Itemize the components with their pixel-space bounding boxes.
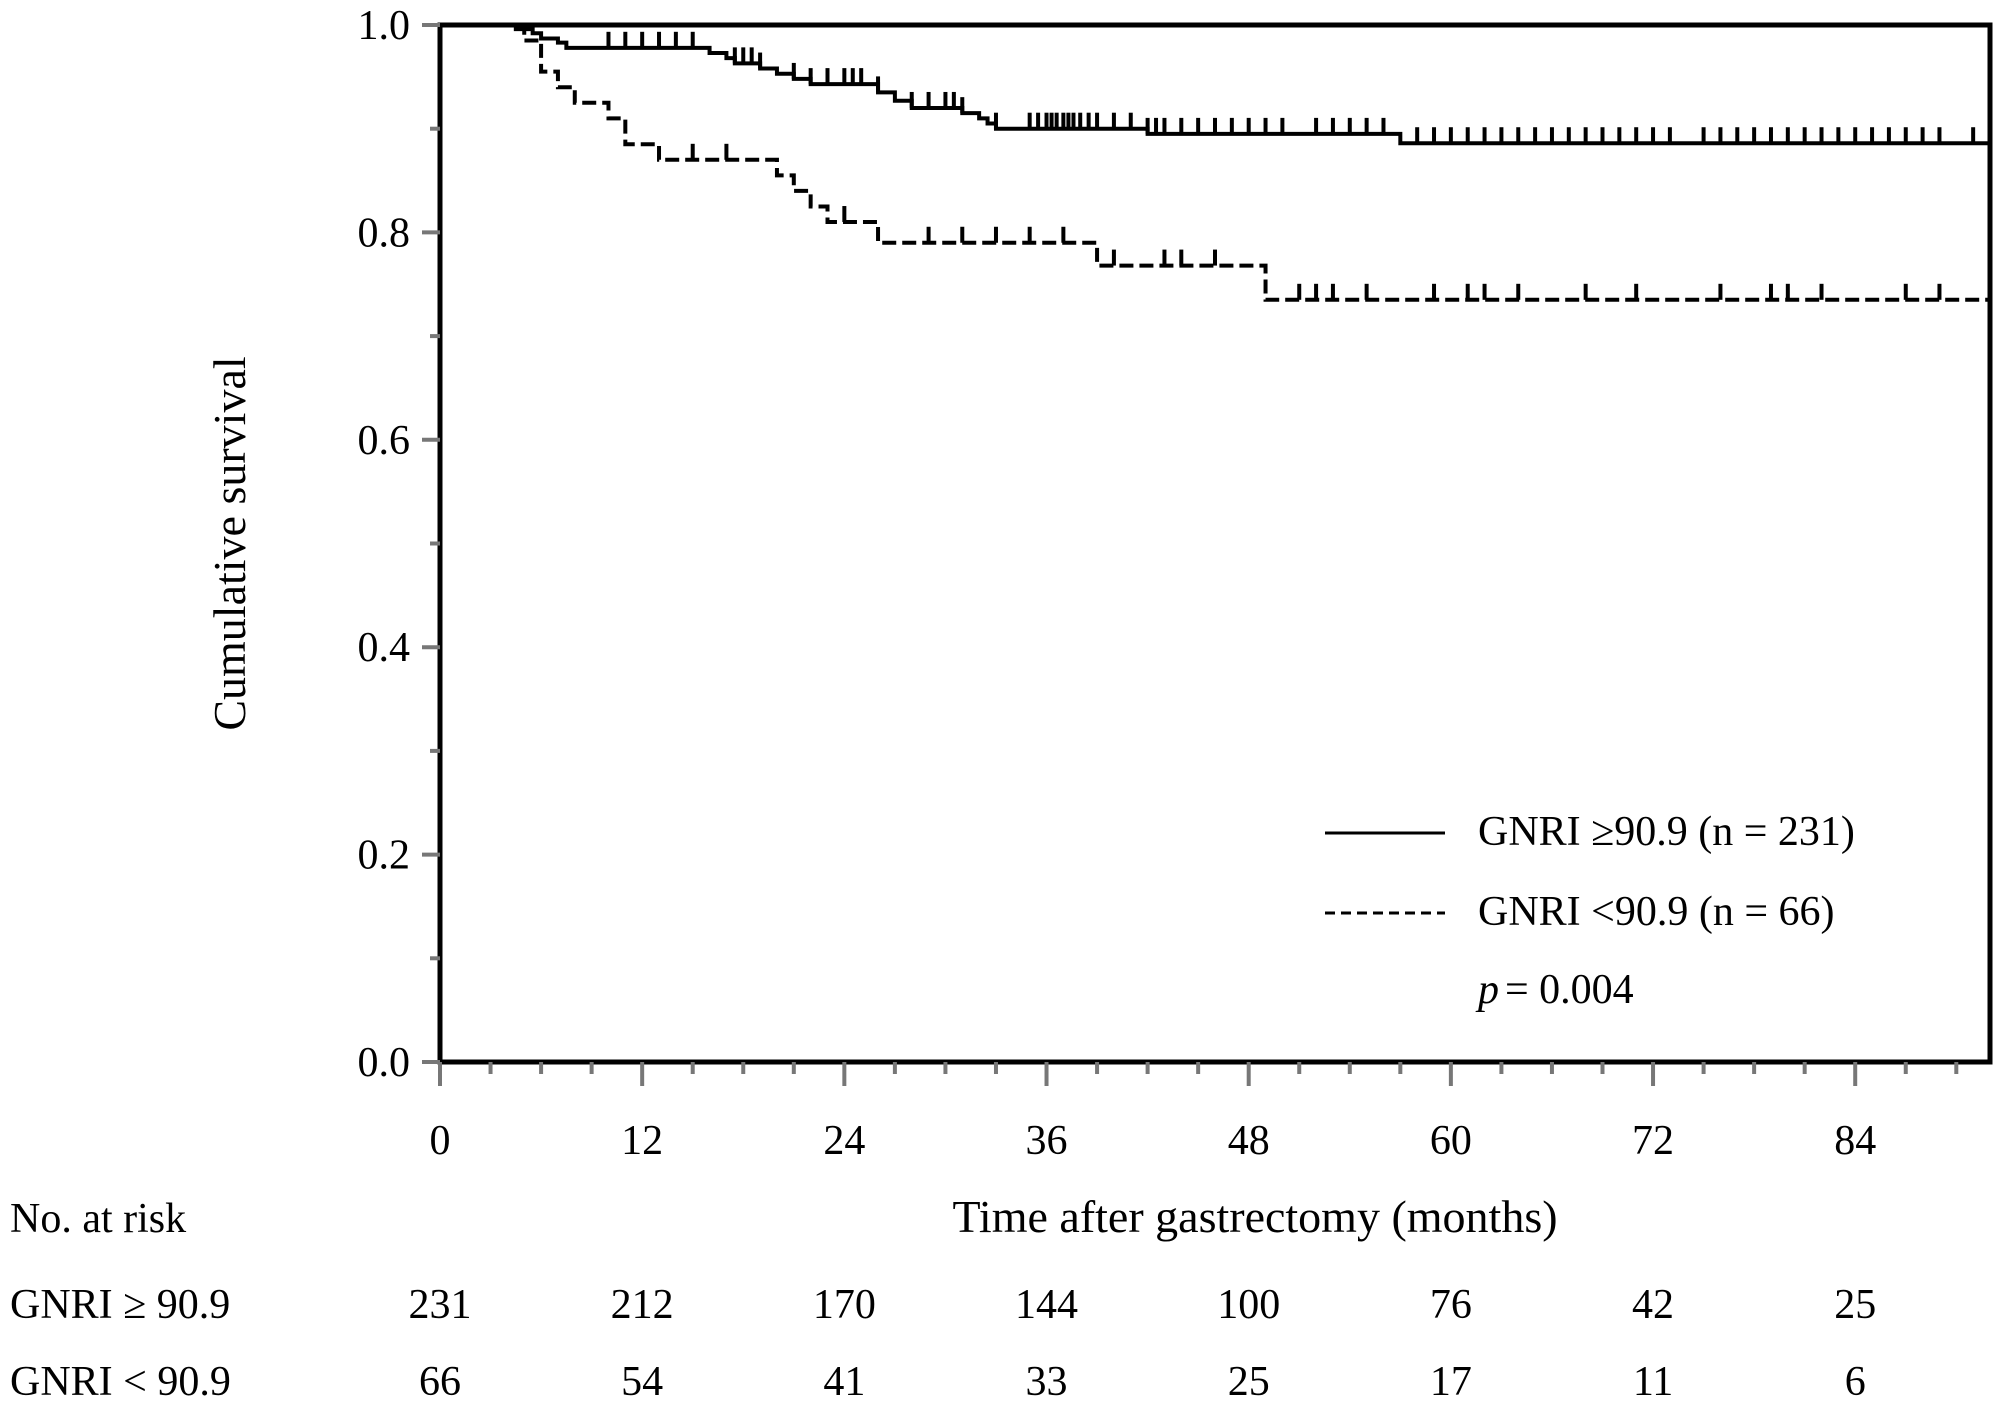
risk-value: 11	[1633, 1359, 1673, 1405]
x-tick-label: 48	[1228, 1118, 1270, 1164]
x-tick-label: 72	[1632, 1118, 1674, 1164]
y-tick-label: 0.8	[358, 210, 411, 256]
risk-table-title: No. at risk	[10, 1196, 186, 1242]
series-layer	[440, 23, 1990, 302]
plot-area	[422, 22, 1993, 1086]
p-value-annotation: p = 0.004	[1475, 967, 1634, 1013]
y-tick-label: 0.6	[358, 418, 411, 464]
x-axis-label: Time after gastrectomy (months)	[952, 1191, 1557, 1242]
risk-value: 231	[409, 1282, 472, 1328]
risk-value: 17	[1430, 1359, 1472, 1405]
x-tick-label: 12	[621, 1118, 663, 1164]
risk-value: 25	[1834, 1282, 1876, 1328]
y-axis-label: Cumulative survival	[204, 356, 255, 730]
y-tick-labels: 0.0 0.2 0.4 0.6 0.8 1.0	[358, 3, 411, 1086]
risk-value: 25	[1228, 1359, 1270, 1405]
y-tick-label: 0.2	[358, 833, 411, 879]
risk-value: 66	[419, 1359, 461, 1405]
y-tick-label: 1.0	[358, 3, 411, 49]
legend: GNRI ≥90.9 (n = 231) GNRI <90.9 (n = 66)…	[1325, 809, 1855, 1013]
risk-table: No. at risk GNRI ≥ 90.9 GNRI < 90.9 231 2…	[10, 1196, 1876, 1405]
risk-values: 231 212 170 144 100 76 42 25 66 54 41 33 25 17 11 6	[409, 1282, 1877, 1405]
legend-entry-gnri-low: GNRI <90.9 (n = 66)	[1478, 889, 1835, 935]
y-tick-label: 0.4	[358, 625, 411, 671]
x-tick-label: 60	[1430, 1118, 1472, 1164]
risk-row-label-low: GNRI < 90.9	[10, 1359, 231, 1405]
risk-value: 144	[1015, 1282, 1078, 1328]
x-tick-label: 36	[1026, 1118, 1068, 1164]
risk-value: 170	[813, 1282, 876, 1328]
risk-row-label-high: GNRI ≥ 90.9	[10, 1282, 230, 1328]
risk-value: 41	[823, 1359, 865, 1405]
risk-value: 76	[1430, 1282, 1472, 1328]
risk-value: 100	[1217, 1282, 1280, 1328]
legend-entry-gnri-high: GNRI ≥90.9 (n = 231)	[1478, 809, 1855, 855]
x-tick-label: 24	[823, 1118, 865, 1164]
axis-ticks	[422, 23, 1959, 1086]
p-symbol: p	[1475, 967, 1499, 1013]
series-line-1	[440, 23, 1990, 302]
p-value: = 0.004	[1505, 967, 1634, 1013]
x-tick-label: 0	[430, 1118, 451, 1164]
risk-value: 42	[1632, 1282, 1674, 1328]
x-tick-labels: 0 12 24 36 48 60 72 84	[430, 1118, 1877, 1164]
risk-value: 212	[611, 1282, 674, 1328]
risk-value: 54	[621, 1359, 663, 1405]
y-tick-label: 0.0	[358, 1040, 411, 1086]
x-tick-label: 84	[1834, 1118, 1876, 1164]
risk-value: 6	[1845, 1359, 1866, 1405]
risk-value: 33	[1026, 1359, 1068, 1405]
